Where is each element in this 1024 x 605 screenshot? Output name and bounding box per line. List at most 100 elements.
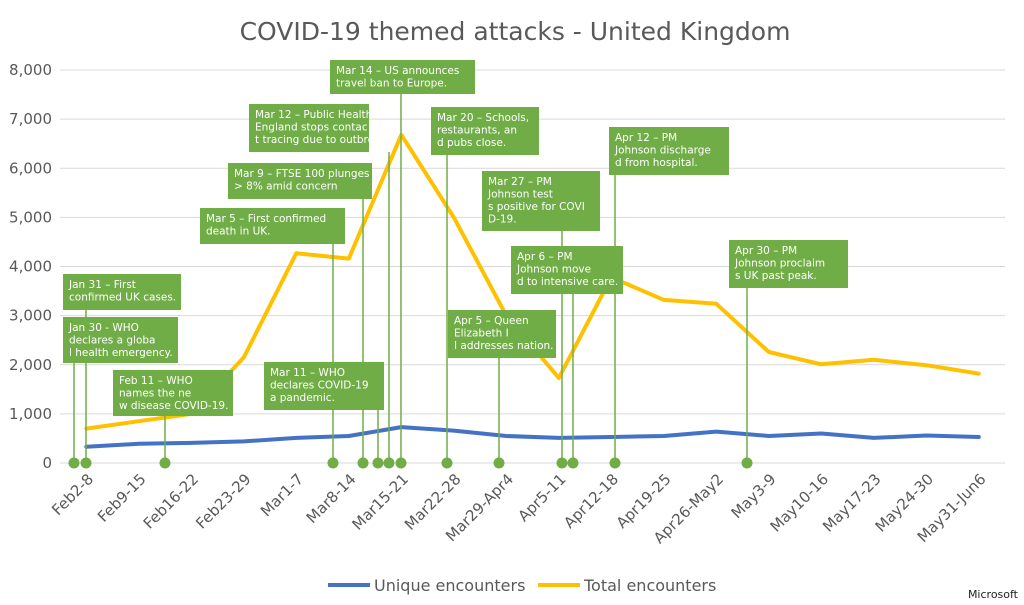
- annotation-text-line: England stops contac: [255, 122, 368, 134]
- y-tick-label: 1,000: [9, 405, 52, 423]
- annotation-text-line: Johnson discharge: [614, 145, 711, 157]
- annotations: Jan 30 - WHO declares a globa l health eme…: [63, 60, 848, 469]
- annotation-marker: [741, 457, 753, 469]
- annotation-text-line: w disease COVID-19.: [119, 400, 228, 412]
- annotation-box: [431, 107, 539, 155]
- x-tick-label: May3-9: [728, 470, 780, 522]
- annotation-text-line: d pubs close.: [437, 137, 506, 149]
- annotation-box: [228, 163, 372, 199]
- x-tick-label: Mar15-21: [349, 470, 413, 534]
- annotation-text-line: Apr 6 – PM: [517, 251, 573, 263]
- annotation-box: [200, 208, 345, 244]
- annotation-text-line: Elizabeth I: [454, 328, 509, 340]
- annotation-text-line: d to intensive care.: [517, 276, 618, 288]
- annotation-text: Mar 11 – WHO declares COVID-19 a pandemic.: [270, 367, 369, 404]
- annotation-text: Mar 20 – Schools, restaurants, an d pubs c…: [437, 112, 529, 149]
- annotation-text-line: t tracing due to outbreak.: [255, 134, 390, 146]
- annotation-text-line: D-19.: [488, 214, 517, 226]
- annotation-text-line: I addresses nation.: [454, 340, 554, 352]
- annotation-text-line: declares a globa: [69, 335, 155, 347]
- annotation-text-line: restaurants, an: [437, 125, 517, 137]
- annotation-text-line: Johnson proclaim: [734, 258, 825, 270]
- credit-label: Microsoft: [968, 588, 1019, 601]
- y-tick-label: 7,000: [9, 110, 52, 128]
- annotation-text-line: Johnson test: [487, 189, 553, 201]
- annotation-text-line: > 8% amid concern: [234, 181, 338, 193]
- y-tick-label: 3,000: [9, 307, 52, 325]
- annotation-marker: [372, 457, 384, 469]
- annotation-text-line: declares COVID-19: [270, 380, 369, 392]
- annotation-marker: [556, 457, 568, 469]
- annotation-text-line: names the ne: [119, 388, 191, 400]
- annotation-text-line: death in UK.: [206, 226, 271, 238]
- x-tick-label: Feb2-8: [48, 470, 97, 519]
- legend-label-unique: Unique encounters: [374, 576, 525, 595]
- annotation-text-line: s UK past peak.: [735, 270, 817, 282]
- x-tick-label: Apr12-18: [560, 470, 622, 532]
- annotation-text-line: Mar 9 – FTSE 100 plunges: [234, 168, 370, 180]
- annotation-text: Feb 11 – WHO names the ne w disease COVID-…: [119, 375, 228, 412]
- annotation-text: Jan 31 – First confirmed UK cases.: [68, 279, 176, 304]
- annotation-box: [113, 370, 233, 416]
- y-tick-label: 8,000: [9, 61, 52, 79]
- annotation-text: Jan 30 - WHO declares a globa l health eme…: [68, 322, 173, 359]
- annotation-text-line: Jan 30 - WHO: [68, 322, 139, 334]
- annotation-text: Mar 9 – FTSE 100 plunges > 8% amid concer…: [234, 168, 370, 193]
- annotation-box: [63, 317, 178, 363]
- annotation-marker: [609, 457, 621, 469]
- annotation-box: [609, 127, 729, 175]
- annotation-text-line: Apr 12 – PM: [615, 132, 677, 144]
- x-tick-label: Mar1-7: [257, 470, 307, 520]
- annotation-text-line: Feb 11 – WHO: [119, 375, 193, 387]
- annotation-text: Mar 5 – First confirmed death in UK.: [206, 213, 326, 238]
- legend-label-total: Total encounters: [583, 576, 716, 595]
- annotation-text-line: s positive for COVI: [488, 201, 585, 213]
- annotation-box: [264, 362, 384, 410]
- annotation-text: Apr 12 – PM Johnson discharge d from hospi…: [614, 132, 711, 169]
- y-axis-ticks: 0 1,000 2,000 3,000 4,000 5,000 6,000 7,000 8,00…: [9, 61, 52, 472]
- annotation-text: Mar 12 – Public Health England stops cont…: [255, 109, 390, 146]
- y-tick-label: 0: [42, 454, 52, 472]
- annotation-text-line: travel ban to Europe.: [336, 78, 447, 90]
- annotation-marker: [567, 457, 579, 469]
- annotation-marker: [159, 457, 171, 469]
- annotation-text-line: Apr 5 – Queen: [454, 315, 529, 327]
- annotation-box: [448, 310, 556, 358]
- annotation-marker: [357, 457, 369, 469]
- annotation-text-line: l health emergency.: [69, 347, 173, 359]
- unique-encounters-line: [84, 425, 981, 449]
- annotation-text-line: Mar 27 – PM: [488, 176, 552, 188]
- annotation-box: [729, 240, 848, 288]
- annotation-text-line: Apr 30 – PM: [735, 245, 797, 257]
- annotation-marker: [80, 457, 92, 469]
- annotation-text: Apr 30 – PM Johnson proclaim s UK past pea…: [734, 245, 825, 282]
- annotation-text-line: Mar 20 – Schools,: [437, 112, 529, 124]
- annotation-marker: [68, 457, 80, 469]
- annotation-box: [511, 246, 623, 294]
- x-tick-label: Feb23-29: [192, 470, 254, 532]
- y-tick-label: 6,000: [9, 159, 52, 177]
- x-tick-label: Feb16-22: [140, 470, 202, 532]
- annotation-marker: [383, 457, 395, 469]
- y-tick-label: 5,000: [9, 208, 52, 226]
- y-tick-label: 4,000: [9, 258, 52, 276]
- legend: Unique encounters Total encounters: [328, 576, 716, 595]
- annotation-marker: [395, 457, 407, 469]
- annotation-text-line: Johnson move: [516, 264, 591, 276]
- annotation-text-line: Mar 14 – US announces: [336, 65, 459, 77]
- annotation-text-line: Jan 31 – First: [68, 279, 136, 291]
- annotation-text: Mar 27 – PM Johnson test s positive for CO…: [487, 176, 585, 226]
- annotation-marker: [327, 457, 339, 469]
- annotation-text-line: d from hospital.: [615, 157, 698, 169]
- annotation-box: [63, 274, 181, 310]
- annotation-text-line: a pandemic.: [270, 392, 335, 404]
- chart-title: COVID-19 themed attacks - United Kingdom: [240, 17, 791, 46]
- annotation-marker: [493, 457, 505, 469]
- y-tick-label: 2,000: [9, 356, 52, 374]
- annotation-text-line: confirmed UK cases.: [69, 292, 176, 304]
- annotation-marker: [441, 457, 453, 469]
- annotation-box: [482, 171, 600, 231]
